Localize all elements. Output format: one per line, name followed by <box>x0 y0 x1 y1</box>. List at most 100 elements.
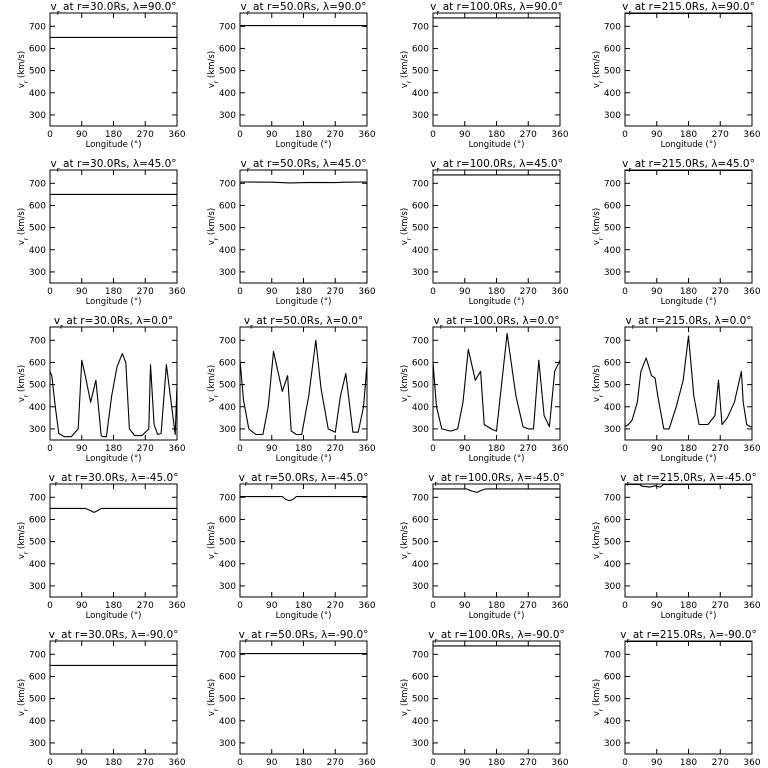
y-tick-label: 300 <box>604 425 621 435</box>
panel-8: vr at r=215.0Rs, λ=45.0° 0 90 180 270 360 300 4… <box>592 158 761 307</box>
x-tick-label: 90 <box>76 287 88 297</box>
y-axis-label: vr (km/s) <box>207 679 220 716</box>
x-tick-label: 180 <box>680 444 697 454</box>
y-tick-label: 300 <box>412 582 429 592</box>
panel-title: vr at r=30.0Rs, λ=-45.0° <box>49 472 179 488</box>
x-tick-label: 90 <box>651 287 663 297</box>
panel-title: vr at r=215.0Rs, λ=-90.0° <box>620 629 757 645</box>
x-tick-label: 90 <box>76 758 88 768</box>
x-axis-label: Longitude (°) <box>86 611 142 621</box>
panel-title: vr at r=30.0Rs, λ=45.0° <box>50 158 176 174</box>
panel-title: vr at r=215.0Rs, λ=0.0° <box>625 315 751 331</box>
x-tick-label: 0 <box>47 130 53 140</box>
panel-11: vr at r=100.0Rs, λ=0.0° 0 90 180 270 360 300 40… <box>400 315 569 464</box>
panel-title: vr at r=100.0Rs, λ=90.0° <box>430 1 563 17</box>
panel-title: vr at r=30.0Rs, λ=0.0° <box>54 315 173 331</box>
panel-4: vr at r=215.0Rs, λ=90.0° 0 90 180 270 360 300 4… <box>592 1 761 150</box>
panel-5: vr at r=30.0Rs, λ=45.0° 0 90 180 270 360 300 40… <box>17 158 186 307</box>
y-axis-label: vr (km/s) <box>592 522 605 559</box>
x-tick-label: 0 <box>47 601 53 611</box>
y-tick-label: 500 <box>219 695 236 705</box>
y-tick-label: 700 <box>604 179 621 189</box>
panel-title: vr at r=215.0Rs, λ=90.0° <box>622 1 755 17</box>
y-tick-label: 300 <box>219 739 236 749</box>
y-tick-label: 300 <box>29 739 46 749</box>
x-tick-label: 180 <box>488 287 505 297</box>
x-tick-label: 360 <box>168 287 185 297</box>
x-tick-label: 180 <box>105 130 122 140</box>
y-tick-label: 500 <box>604 224 621 234</box>
x-tick-label: 270 <box>327 287 344 297</box>
x-tick-label: 0 <box>622 758 628 768</box>
y-tick-label: 700 <box>29 336 46 346</box>
x-tick-label: 180 <box>295 287 312 297</box>
y-tick-label: 600 <box>604 672 621 682</box>
y-tick-label: 300 <box>29 582 46 592</box>
y-tick-label: 700 <box>412 179 429 189</box>
x-tick-label: 180 <box>105 287 122 297</box>
y-tick-label: 300 <box>219 425 236 435</box>
y-tick-label: 400 <box>604 560 621 570</box>
y-tick-label: 500 <box>219 381 236 391</box>
y-tick-label: 300 <box>219 268 236 278</box>
x-tick-label: 270 <box>520 130 537 140</box>
y-axis-label: vr (km/s) <box>592 51 605 88</box>
y-tick-label: 600 <box>29 44 46 54</box>
panel-12: vr at r=215.0Rs, λ=0.0° 0 90 180 270 360 300 40… <box>592 315 761 464</box>
panel-18: vr at r=50.0Rs, λ=-90.0° 0 90 180 270 360 300 4… <box>207 629 376 768</box>
x-tick-label: 90 <box>76 444 88 454</box>
x-tick-label: 360 <box>358 758 375 768</box>
y-tick-label: 600 <box>29 201 46 211</box>
x-tick-label: 270 <box>327 444 344 454</box>
y-tick-label: 500 <box>219 67 236 77</box>
series-line <box>625 483 752 488</box>
panel-13: vr at r=30.0Rs, λ=-45.0° 0 90 180 270 360 300 4… <box>17 472 186 621</box>
y-tick-label: 300 <box>29 111 46 121</box>
series-line <box>50 507 177 513</box>
x-axis-label: Longitude (°) <box>469 140 525 150</box>
x-tick-label: 90 <box>266 287 278 297</box>
y-tick-label: 700 <box>29 493 46 503</box>
x-tick-label: 180 <box>105 601 122 611</box>
plot-frame <box>432 483 561 598</box>
y-tick-label: 400 <box>29 717 46 727</box>
x-tick-label: 360 <box>551 758 568 768</box>
x-axis-label: Longitude (°) <box>86 140 142 150</box>
x-tick-label: 0 <box>622 444 628 454</box>
x-tick-label: 90 <box>76 130 88 140</box>
plot-frame <box>432 12 561 127</box>
y-tick-label: 300 <box>604 582 621 592</box>
x-tick-label: 180 <box>295 758 312 768</box>
x-tick-label: 0 <box>622 287 628 297</box>
y-tick-label: 700 <box>219 336 236 346</box>
x-tick-label: 360 <box>168 444 185 454</box>
series-line <box>240 496 367 502</box>
x-tick-label: 180 <box>680 601 697 611</box>
plot-frame <box>624 640 753 755</box>
panel-10: vr at r=50.0Rs, λ=0.0° 0 90 180 270 360 300 400… <box>207 315 376 464</box>
x-tick-label: 180 <box>488 758 505 768</box>
y-tick-label: 500 <box>604 67 621 77</box>
y-tick-label: 600 <box>219 515 236 525</box>
x-tick-label: 0 <box>622 130 628 140</box>
y-tick-label: 400 <box>604 717 621 727</box>
y-tick-label: 700 <box>219 650 236 660</box>
panel-title: vr at r=100.0Rs, λ=45.0° <box>430 158 563 174</box>
panel-16: vr at r=215.0Rs, λ=-45.0° 0 90 180 270 360 300… <box>592 472 761 621</box>
panel-15: vr at r=100.0Rs, λ=-45.0° 0 90 180 270 360 300… <box>400 472 569 621</box>
y-tick-label: 400 <box>412 89 429 99</box>
y-tick-label: 700 <box>604 650 621 660</box>
x-tick-label: 360 <box>743 758 760 768</box>
x-tick-label: 180 <box>488 444 505 454</box>
x-tick-label: 270 <box>712 130 729 140</box>
panel-3: vr at r=100.0Rs, λ=90.0° 0 90 180 270 360 300 4… <box>400 1 569 150</box>
x-tick-label: 270 <box>137 758 154 768</box>
y-tick-label: 400 <box>412 560 429 570</box>
plot-frame <box>624 483 753 598</box>
x-tick-label: 180 <box>488 130 505 140</box>
y-tick-label: 500 <box>412 67 429 77</box>
x-axis-label: Longitude (°) <box>276 454 332 464</box>
y-tick-label: 700 <box>604 22 621 32</box>
y-tick-label: 400 <box>412 717 429 727</box>
plot-frame <box>432 640 561 755</box>
